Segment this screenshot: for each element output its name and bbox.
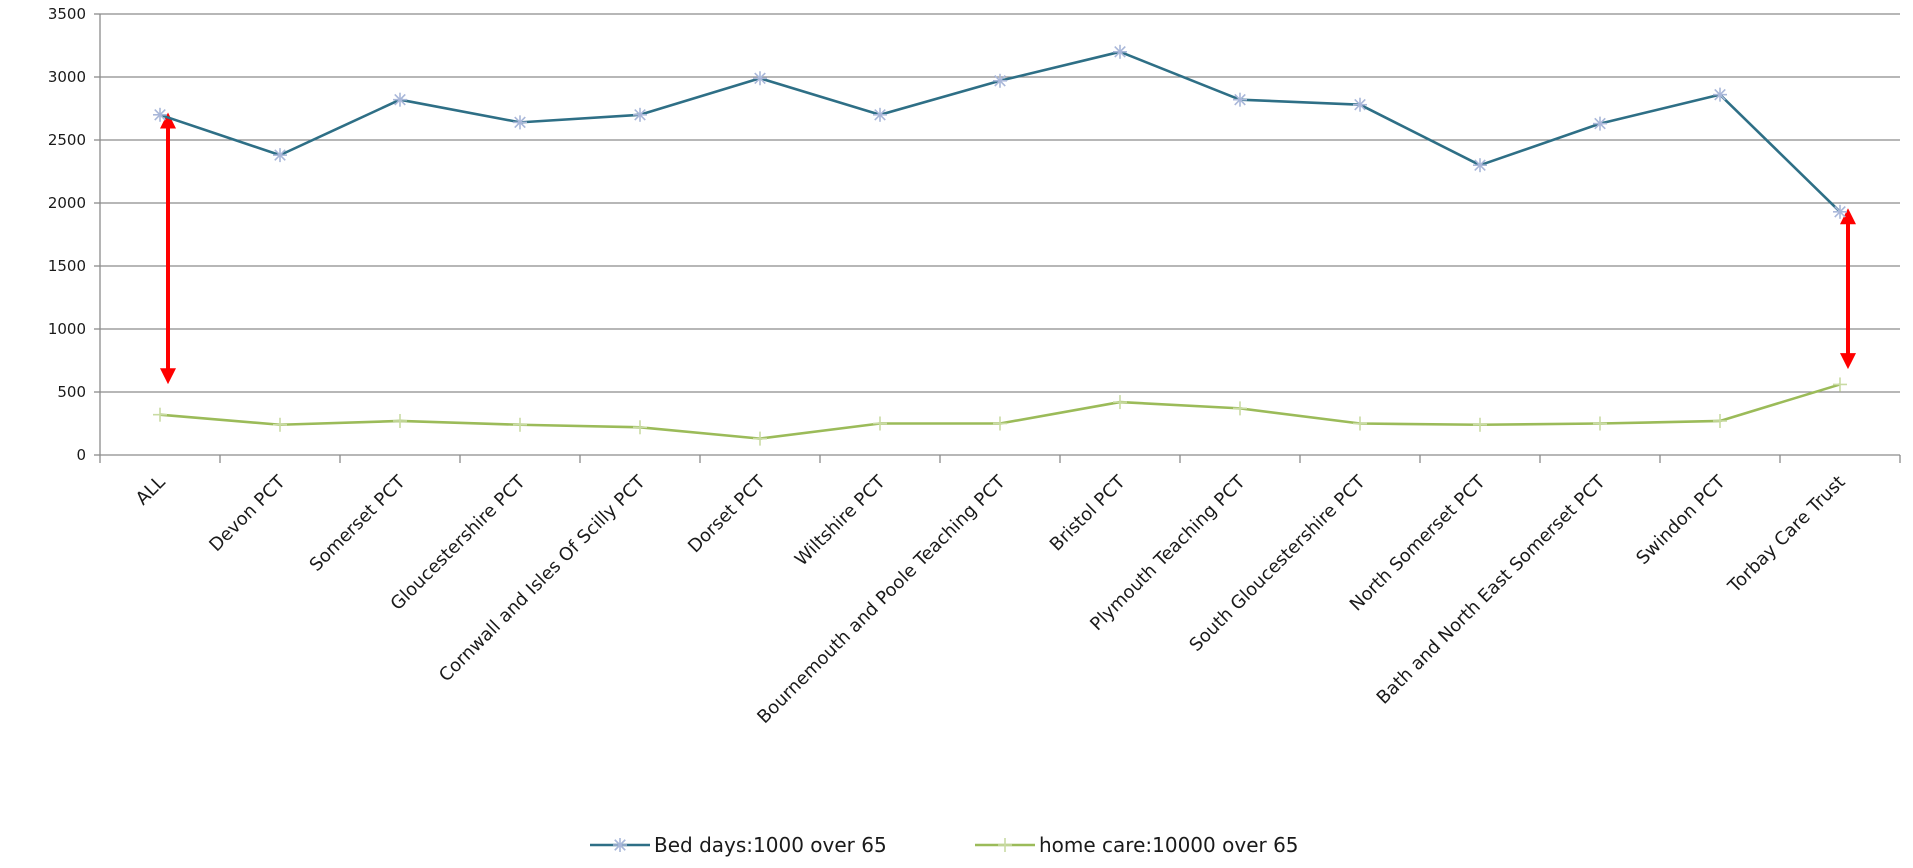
- y-tick-label: 2000: [48, 194, 86, 212]
- x-category-label: Devon PCT: [205, 471, 290, 556]
- data-point: [153, 107, 167, 122]
- data-point: [1473, 417, 1487, 432]
- data-point: [1713, 413, 1727, 428]
- data-point: [393, 92, 407, 107]
- data-point: [273, 148, 287, 163]
- data-point: [753, 71, 767, 86]
- x-category-label: Wiltshire PCT: [791, 471, 890, 570]
- data-point: [633, 420, 647, 435]
- y-tick-label: 1000: [48, 320, 86, 338]
- data-point: [1233, 92, 1247, 107]
- data-point: [1233, 401, 1247, 416]
- data-point: [993, 416, 1007, 431]
- series-lines: [153, 44, 1847, 446]
- legend-item: Bed days:1000 over 65: [590, 833, 887, 857]
- y-tick-label: 500: [57, 383, 86, 401]
- x-category-label: Dorset PCT: [684, 471, 770, 557]
- annotations: [160, 112, 1856, 385]
- data-point: [273, 417, 287, 432]
- y-tick-label: 3500: [48, 5, 86, 23]
- y-tick-label: 0: [76, 446, 86, 464]
- data-point: [1113, 395, 1127, 410]
- data-point: [1113, 44, 1127, 59]
- data-point: [1593, 116, 1607, 131]
- y-tick-label: 2500: [48, 131, 86, 149]
- y-tick-label: 3000: [48, 68, 86, 86]
- data-point: [153, 407, 167, 422]
- data-point: [513, 115, 527, 130]
- x-category-label: Swindon PCT: [1632, 471, 1730, 569]
- series-1: [153, 377, 1847, 446]
- x-category-label: Bristol PCT: [1046, 471, 1130, 555]
- legend-marker: [613, 838, 627, 852]
- data-point: [513, 417, 527, 432]
- data-point: [1353, 416, 1367, 431]
- data-point: [1833, 204, 1847, 219]
- data-point: [873, 107, 887, 122]
- x-category-label: Gloucestershire PCT: [387, 471, 531, 615]
- data-point: [393, 413, 407, 428]
- data-point: [993, 73, 1007, 88]
- legend-marker: [998, 838, 1012, 852]
- x-category-label: Torbay Care Trust: [1724, 472, 1850, 598]
- legend: Bed days:1000 over 65 home care:10000 ove…: [590, 833, 1299, 857]
- x-category-label: ALL: [132, 472, 170, 510]
- data-point: [873, 416, 887, 431]
- x-category-label: North Somerset PCT: [1346, 471, 1490, 615]
- x-category-label: Cornwall and Isles Of Scilly PCT: [435, 471, 650, 686]
- x-category-label: Bournemouth and Poole Teaching PCT: [753, 471, 1010, 728]
- legend-label: Bed days:1000 over 65: [654, 833, 887, 857]
- data-point: [1713, 87, 1727, 102]
- legend-item: home care:10000 over 65: [975, 833, 1299, 857]
- data-point: [1353, 97, 1367, 112]
- x-category-label: Somerset PCT: [306, 471, 411, 576]
- gridlines: [100, 13, 1900, 393]
- data-point: [1833, 377, 1847, 392]
- data-point: [1593, 416, 1607, 431]
- legend-label: home care:10000 over 65: [1039, 833, 1299, 857]
- y-tick-label: 1500: [48, 257, 86, 275]
- x-category-label: Bath and North East Somerset PCT: [1373, 471, 1611, 709]
- data-point: [753, 431, 767, 446]
- data-point: [1473, 158, 1487, 173]
- data-point: [633, 107, 647, 122]
- axes: 0 500 1000 1500 2000 2500 3000 3500 ALL Devon PCT…: [48, 5, 1901, 728]
- series-0: [153, 44, 1847, 219]
